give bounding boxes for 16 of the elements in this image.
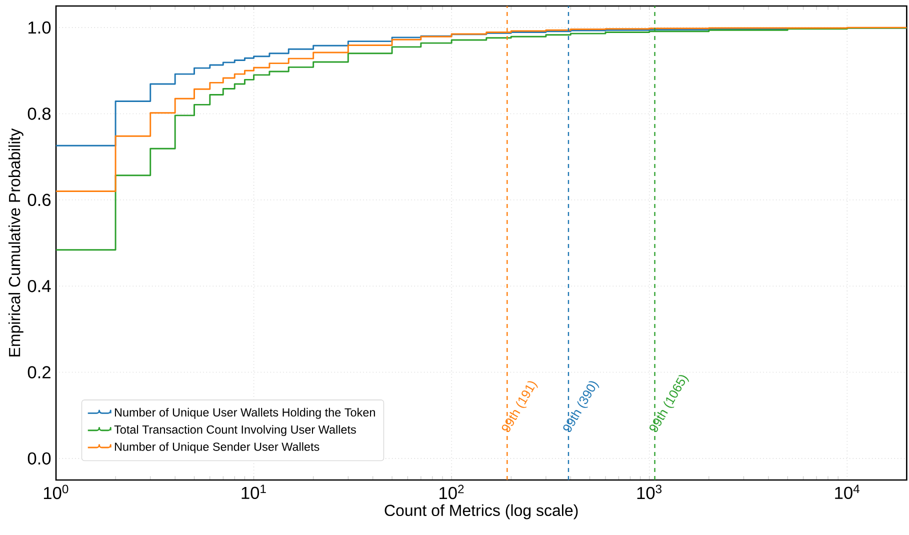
x-tick-label: 10$^{1}$	[242, 484, 266, 500]
y-tick-label: 0.2	[28, 366, 50, 378]
y-tick-label: 1.0	[28, 21, 51, 34]
y-tick-label: 0.6	[28, 194, 51, 206]
x-tick-label: 10$^{3}$	[637, 484, 662, 500]
y-tick-label: 0.4	[28, 280, 51, 292]
legend-label: Number of Unique User Wallets Holding the Token	[114, 408, 375, 419]
legend-label: Number of Unique Sender User Wallets	[114, 442, 320, 454]
x-tick-label: 10$^{0}$	[44, 484, 68, 500]
x-axis-title: Count of Metrics (log scale)	[384, 504, 578, 520]
x-tick-label: 10$^{2}$	[440, 484, 464, 500]
y-tick-label: 0.8	[28, 108, 51, 120]
x-tick-label: 10$^{4}$	[835, 484, 860, 500]
y-tick-label: 0.0	[28, 452, 51, 465]
y-axis-title: Empirical Cumulative Probability	[8, 128, 24, 356]
legend-label: Total Transaction Count Involving User Wallets	[114, 425, 356, 436]
